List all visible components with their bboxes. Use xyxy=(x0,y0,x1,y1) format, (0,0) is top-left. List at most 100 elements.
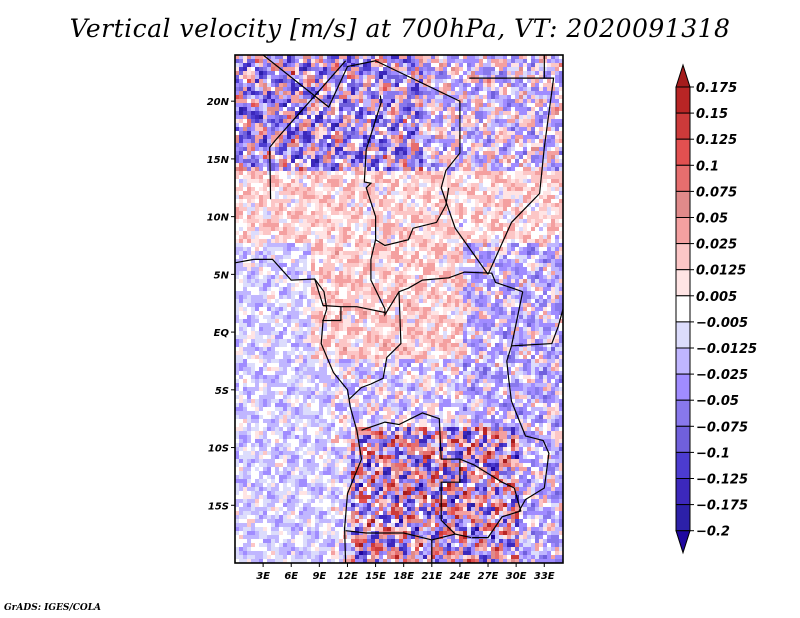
field-cell xyxy=(339,71,343,75)
field-cell xyxy=(335,315,339,319)
field-cell xyxy=(475,127,479,131)
field-cell xyxy=(291,63,295,67)
field-cell xyxy=(547,275,551,279)
field-cell xyxy=(439,235,443,239)
field-cell xyxy=(399,275,403,279)
field-cell xyxy=(531,307,535,311)
field-cell xyxy=(531,219,535,223)
field-cell xyxy=(303,311,307,315)
field-cell xyxy=(323,103,327,107)
field-cell xyxy=(411,323,415,327)
field-cell xyxy=(295,183,299,187)
field-cell xyxy=(347,199,351,203)
field-cell xyxy=(279,211,283,215)
field-cell xyxy=(459,223,463,227)
field-cell xyxy=(427,171,431,175)
field-cell xyxy=(339,183,343,187)
field-cell xyxy=(403,335,407,339)
field-cell xyxy=(443,179,447,183)
field-cell xyxy=(247,67,251,71)
field-cell xyxy=(299,203,303,207)
field-cell xyxy=(527,323,531,327)
field-cell xyxy=(419,123,423,127)
field-cell xyxy=(479,159,483,163)
field-cell xyxy=(375,83,379,87)
field-cell xyxy=(487,99,491,103)
field-cell xyxy=(291,71,295,75)
field-cell xyxy=(423,115,427,119)
field-cell xyxy=(339,147,343,151)
field-cell xyxy=(427,323,431,327)
field-cell xyxy=(555,255,559,259)
field-cell xyxy=(459,315,463,319)
field-cell xyxy=(311,167,315,171)
field-cell xyxy=(259,175,263,179)
field-cell xyxy=(339,59,343,63)
field-cell xyxy=(351,91,355,95)
field-cell xyxy=(267,223,271,227)
field-cell xyxy=(271,215,275,219)
field-cell xyxy=(399,123,403,127)
field-cell xyxy=(363,275,367,279)
field-cell xyxy=(307,275,311,279)
field-cell xyxy=(471,231,475,235)
field-cell xyxy=(247,71,251,75)
field-cell xyxy=(275,255,279,259)
field-cell xyxy=(407,183,411,187)
field-cell xyxy=(435,223,439,227)
field-cell xyxy=(279,103,283,107)
field-cell xyxy=(523,187,527,191)
field-cell xyxy=(527,239,531,243)
field-cell xyxy=(559,191,563,195)
field-cell xyxy=(359,271,363,275)
field-cell xyxy=(247,247,251,251)
field-cell xyxy=(483,203,487,207)
field-cell xyxy=(519,251,523,255)
field-cell xyxy=(303,79,307,83)
field-cell xyxy=(419,159,423,163)
field-cell xyxy=(551,115,555,119)
field-cell xyxy=(503,187,507,191)
field-cell xyxy=(287,55,291,59)
field-cell xyxy=(391,267,395,271)
field-cell xyxy=(527,243,531,247)
field-cell xyxy=(427,67,431,71)
field-cell xyxy=(459,155,463,159)
field-cell xyxy=(291,79,295,83)
field-cell xyxy=(419,331,423,335)
field-cell xyxy=(283,151,287,155)
field-cell xyxy=(455,83,459,87)
field-cell xyxy=(471,87,475,91)
field-cell xyxy=(351,231,355,235)
field-cell xyxy=(387,211,391,215)
field-cell xyxy=(543,171,547,175)
field-cell xyxy=(535,147,539,151)
field-cell xyxy=(295,123,299,127)
field-cell xyxy=(519,195,523,199)
field-cell xyxy=(475,119,479,123)
field-cell xyxy=(299,115,303,119)
field-cell xyxy=(559,211,563,215)
field-cell xyxy=(547,295,551,299)
field-cell xyxy=(475,143,479,147)
field-cell xyxy=(431,203,435,207)
field-cell xyxy=(491,199,495,203)
field-cell xyxy=(323,115,327,119)
field-cell xyxy=(523,283,527,287)
field-cell xyxy=(255,167,259,171)
field-cell xyxy=(303,95,307,99)
field-cell xyxy=(431,87,435,91)
field-cell xyxy=(459,91,463,95)
field-cell xyxy=(363,295,367,299)
field-cell xyxy=(247,135,251,139)
field-cell xyxy=(239,127,243,131)
field-cell xyxy=(311,155,315,159)
field-cell xyxy=(283,159,287,163)
field-cell xyxy=(487,63,491,67)
field-cell xyxy=(311,87,315,91)
field-cell xyxy=(399,279,403,283)
field-cell xyxy=(323,323,327,327)
field-cell xyxy=(539,271,543,275)
field-cell xyxy=(355,131,359,135)
field-cell xyxy=(263,111,267,115)
